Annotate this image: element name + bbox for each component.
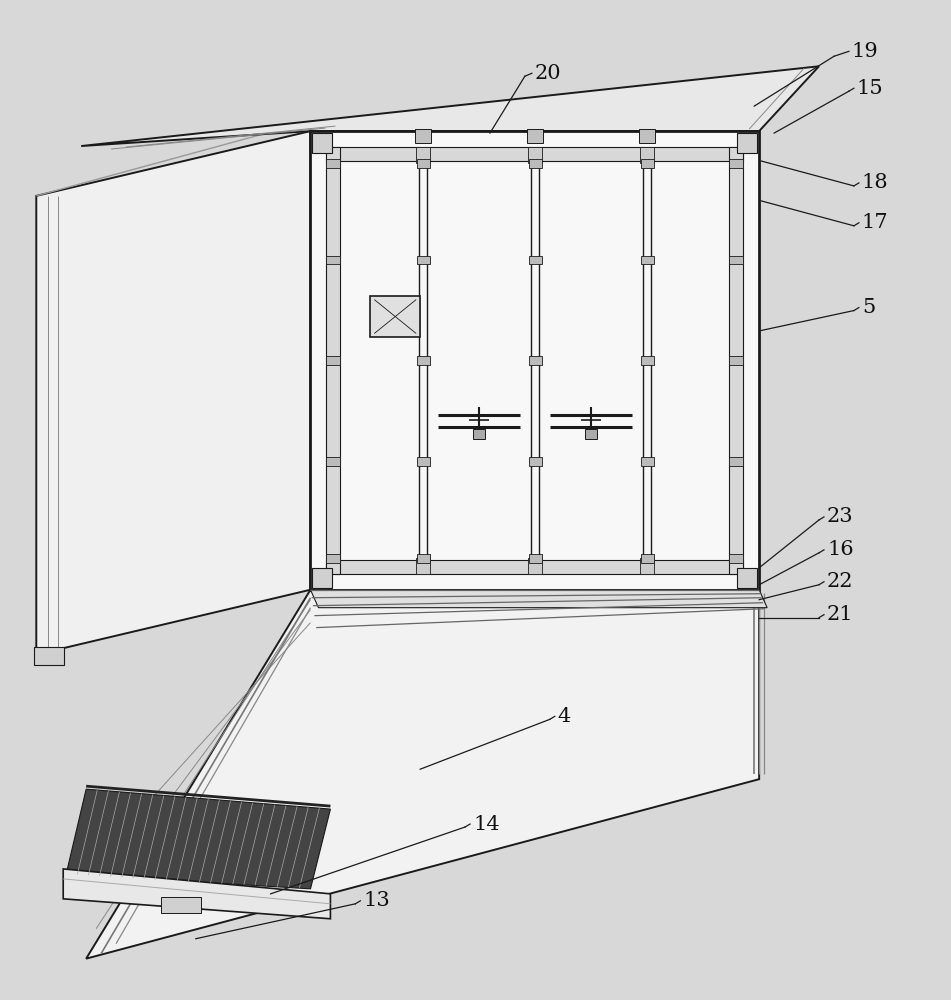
Text: 14: 14 — [473, 815, 499, 834]
Text: 23: 23 — [827, 507, 854, 526]
Text: 17: 17 — [862, 213, 888, 232]
Bar — [729, 457, 744, 466]
Bar — [417, 356, 430, 365]
Text: 19: 19 — [852, 42, 879, 61]
Bar — [527, 129, 543, 143]
Text: 4: 4 — [557, 707, 571, 726]
Text: 18: 18 — [862, 173, 888, 192]
Bar — [737, 133, 757, 153]
Bar — [729, 356, 744, 365]
Bar — [326, 356, 340, 365]
Bar — [313, 568, 333, 588]
Bar — [326, 554, 340, 563]
Bar — [417, 554, 430, 563]
Polygon shape — [87, 590, 759, 959]
Bar — [585, 429, 597, 439]
Bar — [326, 159, 340, 168]
Text: 21: 21 — [827, 605, 854, 624]
Polygon shape — [81, 66, 819, 146]
Polygon shape — [326, 147, 340, 574]
Text: 13: 13 — [363, 891, 390, 910]
Bar — [737, 568, 757, 588]
Bar — [416, 558, 430, 574]
Polygon shape — [326, 147, 744, 161]
Text: 20: 20 — [534, 64, 561, 83]
Bar — [641, 554, 654, 563]
Polygon shape — [326, 560, 744, 574]
Bar — [729, 554, 744, 563]
Bar — [416, 147, 430, 163]
Text: 5: 5 — [862, 298, 875, 317]
Bar — [370, 296, 420, 337]
Bar — [529, 256, 542, 264]
Bar — [528, 558, 542, 574]
Bar — [639, 129, 655, 143]
Bar — [415, 129, 431, 143]
Bar — [326, 256, 340, 264]
Bar — [417, 457, 430, 466]
Bar — [529, 554, 542, 563]
Text: 15: 15 — [857, 79, 883, 98]
Bar — [641, 457, 654, 466]
Bar — [326, 457, 340, 466]
Bar — [417, 159, 430, 168]
Bar — [640, 147, 654, 163]
Polygon shape — [310, 590, 767, 608]
Bar — [473, 429, 485, 439]
Bar — [161, 897, 201, 913]
Polygon shape — [67, 789, 330, 889]
Polygon shape — [63, 869, 330, 919]
Polygon shape — [310, 131, 759, 590]
Bar — [641, 159, 654, 168]
Text: 16: 16 — [827, 540, 854, 559]
Bar — [640, 558, 654, 574]
Bar — [641, 356, 654, 365]
Bar — [529, 356, 542, 365]
Polygon shape — [729, 147, 744, 574]
Polygon shape — [36, 131, 310, 655]
Bar — [529, 457, 542, 466]
Bar — [729, 256, 744, 264]
Bar — [528, 147, 542, 163]
Bar — [529, 159, 542, 168]
Bar — [417, 256, 430, 264]
Bar — [729, 159, 744, 168]
Text: 22: 22 — [827, 572, 853, 591]
Bar — [34, 647, 65, 665]
Bar — [641, 256, 654, 264]
Bar — [313, 133, 333, 153]
